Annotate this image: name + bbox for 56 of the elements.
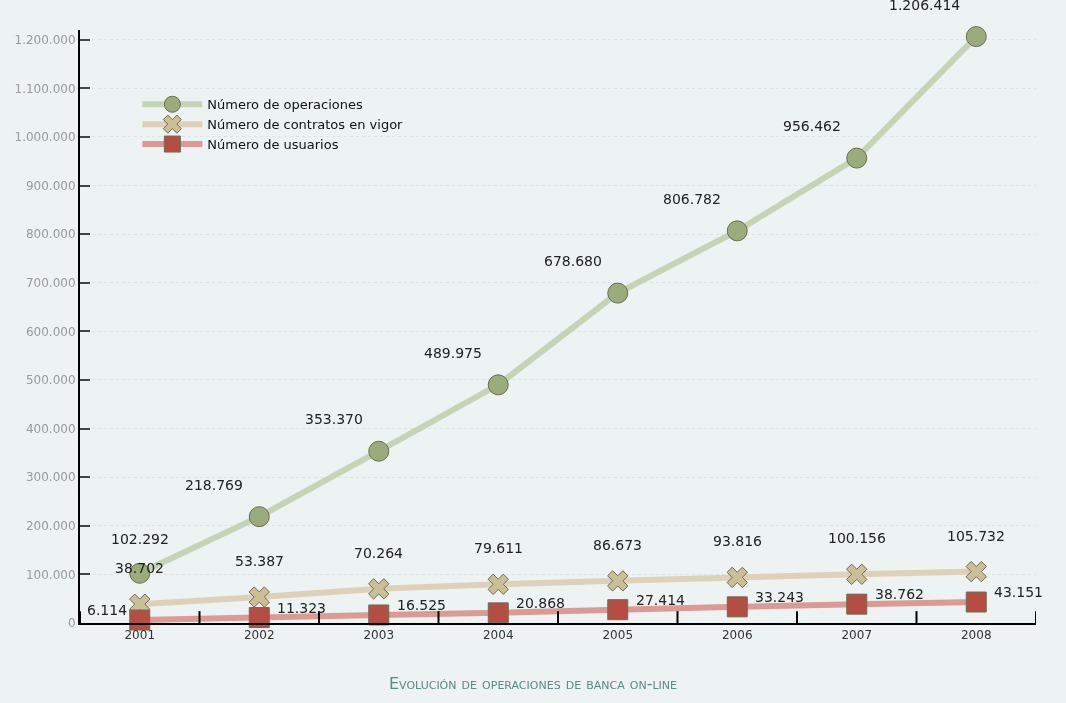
x-tick-label: 2003 bbox=[363, 628, 395, 643]
data-label: 43.151 bbox=[994, 584, 1043, 600]
y-tick-label: 500.000 bbox=[25, 373, 76, 388]
x-tick-label: 2005 bbox=[602, 628, 634, 643]
data-label: 1.206.414 bbox=[889, 0, 961, 13]
x-tick-label: 2006 bbox=[721, 628, 753, 643]
data-label: 70.264 bbox=[354, 545, 404, 561]
data-label: 11.323 bbox=[277, 600, 326, 616]
data-label: 38.702 bbox=[115, 560, 164, 576]
point bbox=[726, 566, 748, 589]
y-tick-label: 0 bbox=[67, 616, 76, 631]
y-tick-label: 300.000 bbox=[25, 470, 76, 485]
x-tick-label: 2004 bbox=[482, 628, 514, 643]
y-tick-label: 400.000 bbox=[25, 421, 76, 436]
data-label: 20.868 bbox=[516, 595, 565, 611]
data-label: 93.816 bbox=[713, 533, 763, 549]
point bbox=[487, 573, 509, 595]
point bbox=[607, 570, 629, 592]
y-tick-label: 1.000.000 bbox=[14, 130, 76, 145]
data-label: 489.975 bbox=[424, 345, 482, 361]
data-label: 353.370 bbox=[305, 411, 363, 427]
point bbox=[368, 578, 390, 600]
data-label: 38.762 bbox=[875, 586, 924, 602]
point bbox=[248, 586, 270, 608]
x-tick-label: 2002 bbox=[243, 628, 275, 643]
legend-label: Número de operaciones bbox=[207, 97, 363, 113]
point bbox=[965, 560, 987, 583]
data-label: 86.673 bbox=[593, 537, 642, 553]
y-tick-label: 1.100.000 bbox=[14, 81, 76, 96]
data-label: 79.611 bbox=[474, 540, 523, 556]
legend-label: Número de usuarios bbox=[207, 137, 339, 153]
data-label: 678.680 bbox=[544, 253, 602, 269]
data-label: 100.156 bbox=[828, 530, 886, 546]
data-label: 218.769 bbox=[185, 477, 243, 493]
y-tick-label: 600.000 bbox=[25, 324, 76, 339]
data-label: 6.114 bbox=[87, 602, 128, 618]
data-label: 956.462 bbox=[783, 118, 841, 134]
data-label: 53.387 bbox=[235, 553, 284, 569]
x-tick-label: 2001 bbox=[124, 628, 156, 643]
data-label: 33.243 bbox=[755, 589, 804, 605]
legend-label: Número de contratos en vigor bbox=[207, 117, 404, 133]
data-label: 806.782 bbox=[663, 191, 721, 207]
data-label: 27.414 bbox=[636, 592, 686, 608]
y-tick-label: 100.000 bbox=[25, 567, 76, 582]
text: Evolución de operaciones de banca on-line bbox=[388, 673, 678, 693]
x-tick-label: 2008 bbox=[960, 628, 992, 643]
y-tick-label: 900.000 bbox=[25, 178, 76, 193]
y-tick-label: 700.000 bbox=[25, 275, 76, 290]
y-tick-label: 800.000 bbox=[25, 227, 76, 242]
data-label: 105.732 bbox=[947, 528, 1005, 544]
data-label: 102.292 bbox=[111, 531, 169, 547]
y-tick-label: 200.000 bbox=[25, 518, 76, 533]
point bbox=[846, 563, 868, 585]
x-tick-label: 2007 bbox=[841, 628, 873, 643]
y-tick-label: 1.200.000 bbox=[14, 32, 76, 47]
data-label: 16.525 bbox=[397, 597, 446, 613]
